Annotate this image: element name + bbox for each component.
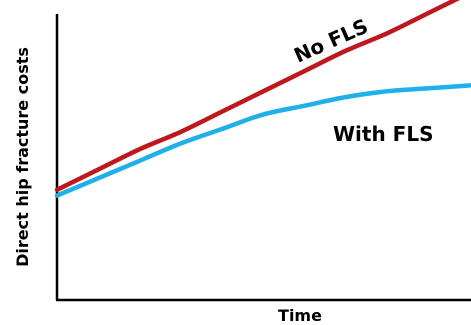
series-line-no-fls: [54, 0, 461, 193]
x-axis-label: Time: [278, 306, 322, 325]
series-label-with-fls: With FLS: [333, 122, 434, 146]
series-line-with-fls: [54, 83, 471, 198]
y-axis-label: Direct hip fracture costs: [13, 47, 32, 267]
